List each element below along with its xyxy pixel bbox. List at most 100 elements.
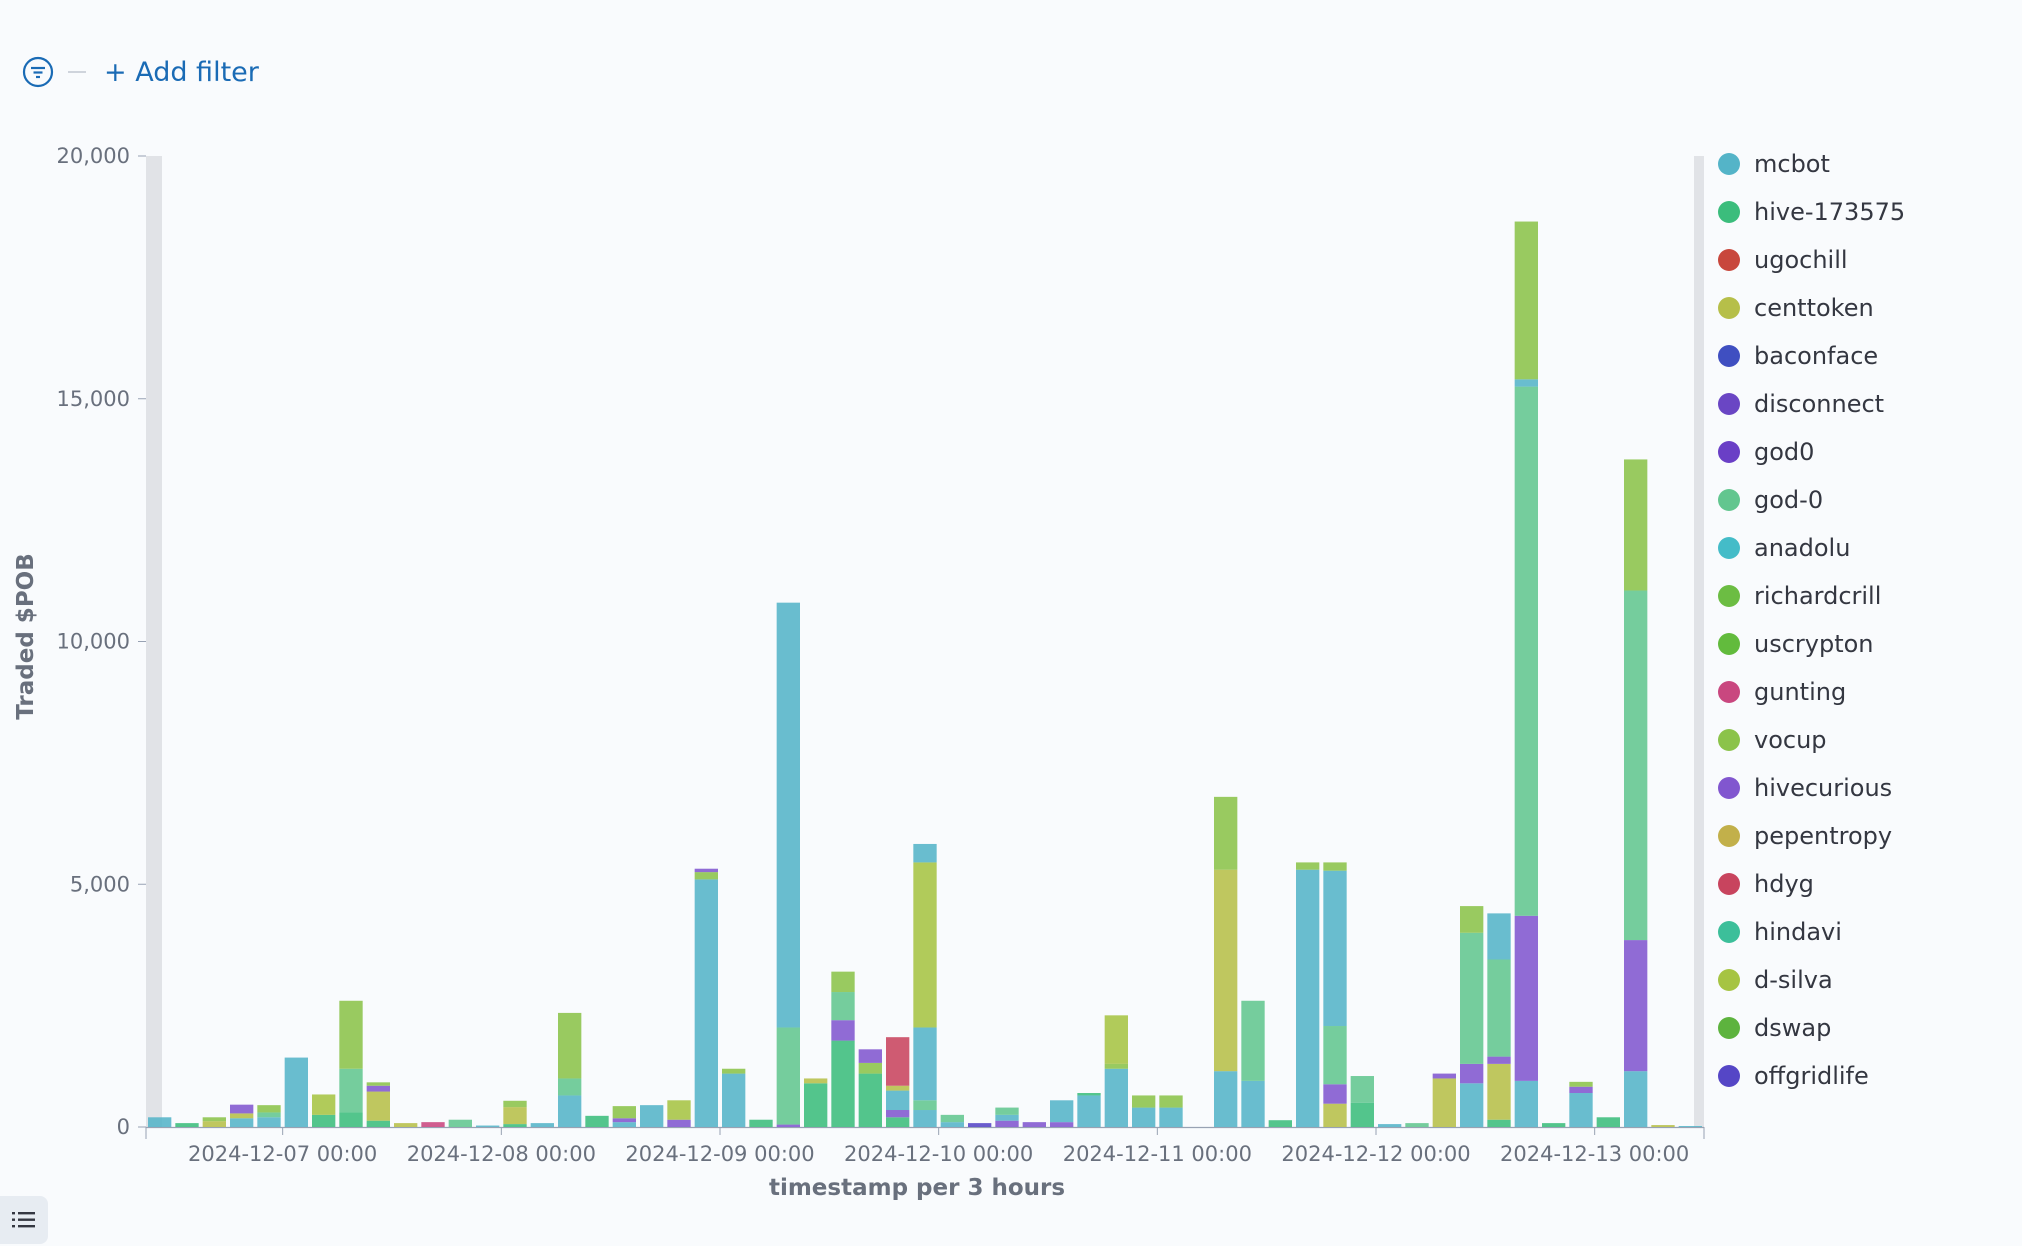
- bar-segment-vocup: [1323, 862, 1347, 871]
- bar-segment-vocup: [558, 1012, 582, 1079]
- bar-segment-vocup: [202, 1117, 226, 1122]
- legend-label: pepentropy: [1754, 822, 1893, 850]
- bar-segment-mcbot: [1132, 1107, 1156, 1127]
- bar-segment-vocup: [694, 872, 718, 880]
- legend-item-god0[interactable]: god0: [1718, 428, 2008, 476]
- bar-segment-mcbot: [1487, 913, 1511, 960]
- bar-segment-vocup: [722, 1068, 746, 1074]
- bar-segment-hivecurious: [831, 1020, 855, 1041]
- legend-label: richardcrill: [1754, 582, 1882, 610]
- legend-item-gunting[interactable]: gunting: [1718, 668, 2008, 716]
- bar-segment-offgridlife: [968, 1123, 992, 1127]
- bar-segment-mcbot: [1514, 379, 1538, 387]
- bar-segment-hivecurious: [366, 1085, 390, 1092]
- bar-segment-mcbot: [284, 1057, 308, 1127]
- y-tick-label: 10,000: [57, 630, 130, 654]
- bar-segment-vocup: [503, 1100, 527, 1108]
- bar-segment-d-silva: [667, 1100, 691, 1120]
- legend-item-hivecurious[interactable]: hivecurious: [1718, 764, 2008, 812]
- legend-item-ugochill[interactable]: ugochill: [1718, 236, 2008, 284]
- x-tick-label: 2024-12-10 00:00: [844, 1142, 1033, 1166]
- bar-segment-hive-173575: [339, 1112, 363, 1127]
- filter-icon[interactable]: [22, 56, 54, 88]
- right-axis-band: [1694, 156, 1704, 1127]
- bar-segment-god-0: [257, 1112, 281, 1118]
- bar-segment-centtoken: [230, 1113, 254, 1119]
- bar-segment-god-0: [1241, 1000, 1265, 1081]
- legend-item-hive-173575[interactable]: hive-173575: [1718, 188, 2008, 236]
- bar-segment-hivecurious: [1569, 1086, 1593, 1094]
- bar-segment-hive-173575: [312, 1114, 336, 1127]
- bar-segment-hivecurious: [612, 1118, 636, 1123]
- bar-segment-d-silva: [913, 862, 937, 1028]
- bar-segment-hive-173575: [858, 1073, 882, 1127]
- bar-segment-centtoken: [503, 1107, 527, 1125]
- legend-item-dswap[interactable]: dswap: [1718, 1004, 2008, 1052]
- bar-segment-god-0: [913, 1100, 937, 1111]
- bar-segment-vocup: [366, 1082, 390, 1086]
- y-tick-label: 0: [117, 1115, 130, 1139]
- bar-segment-mcbot: [886, 1090, 910, 1111]
- bar-segment-hivecurious: [1514, 915, 1538, 1081]
- bar-segment-vocup: [1296, 862, 1320, 870]
- legend-label: anadolu: [1754, 534, 1851, 562]
- bar-segment-hivecurious: [1022, 1122, 1046, 1127]
- y-tick-label: 15,000: [57, 387, 130, 411]
- legend-item-offgridlife[interactable]: offgridlife: [1718, 1052, 2008, 1100]
- bar-segment-hive-173575: [503, 1124, 527, 1127]
- legend-label: gunting: [1754, 678, 1847, 706]
- legend-item-richardcrill[interactable]: richardcrill: [1718, 572, 2008, 620]
- legend-item-centtoken[interactable]: centtoken: [1718, 284, 2008, 332]
- legend-item-baconface[interactable]: baconface: [1718, 332, 2008, 380]
- bar-segment-hivecurious: [1050, 1122, 1074, 1127]
- legend-label: mcbot: [1754, 150, 1830, 178]
- bar-segment-hivecurious: [694, 868, 718, 873]
- legend-item-uscrypton[interactable]: uscrypton: [1718, 620, 2008, 668]
- bar-segment-hive-173575: [366, 1120, 390, 1127]
- legend-item-disconnect[interactable]: disconnect: [1718, 380, 2008, 428]
- x-tick-label: 2024-12-12 00:00: [1281, 1142, 1470, 1166]
- bar-segment-god-0: [1323, 1026, 1347, 1085]
- bar-segment-vocup: [1159, 1095, 1183, 1108]
- legend-item-d-silva[interactable]: d-silva: [1718, 956, 2008, 1004]
- legend-swatch: [1718, 777, 1740, 799]
- bar-segment-vocup: [1104, 1063, 1128, 1069]
- legend-swatch: [1718, 297, 1740, 319]
- bar-segment-centtoken: [1432, 1078, 1456, 1127]
- legend-toggle-button[interactable]: [0, 1196, 48, 1244]
- legend-swatch: [1718, 921, 1740, 943]
- bar-segment-mcbot: [1378, 1124, 1402, 1127]
- bar-segment-hivecurious: [1624, 940, 1648, 1072]
- bar-segment-mcbot: [476, 1125, 500, 1127]
- bar-segment-hive-173575: [749, 1119, 773, 1127]
- legend-item-anadolu[interactable]: anadolu: [1718, 524, 2008, 572]
- bar-segment-mcbot: [1214, 1071, 1238, 1127]
- bar-segment-mcbot: [913, 1110, 937, 1127]
- legend-label: god-0: [1754, 486, 1824, 514]
- bar-segment-vocup: [858, 1062, 882, 1074]
- legend-item-hdyg[interactable]: hdyg: [1718, 860, 2008, 908]
- legend-item-vocup[interactable]: vocup: [1718, 716, 2008, 764]
- legend-swatch: [1718, 969, 1740, 991]
- bar-segment-god-0: [1514, 386, 1538, 916]
- bar-segment-mcbot: [1460, 1083, 1484, 1127]
- bar-segment-hive-173575: [804, 1083, 828, 1127]
- bar-segment-mcbot: [1514, 1080, 1538, 1127]
- legend-item-pepentropy[interactable]: pepentropy: [1718, 812, 2008, 860]
- add-filter-button[interactable]: + Add filter: [104, 56, 259, 88]
- bar-segment-centtoken: [1214, 869, 1238, 1072]
- legend-item-god-0[interactable]: god-0: [1718, 476, 2008, 524]
- legend-item-mcbot[interactable]: mcbot: [1718, 140, 2008, 188]
- bar-segment-hive-173575: [1268, 1120, 1292, 1127]
- bar-segment-god-0: [558, 1078, 582, 1096]
- legend-label: hdyg: [1754, 870, 1814, 898]
- legend-label: offgridlife: [1754, 1062, 1869, 1090]
- legend-label: god0: [1754, 438, 1815, 466]
- bar-segment-hivecurious: [1432, 1073, 1456, 1079]
- legend-label: ugochill: [1754, 246, 1848, 274]
- legend-swatch: [1718, 345, 1740, 367]
- legend-item-hindavi[interactable]: hindavi: [1718, 908, 2008, 956]
- bar-segment-vocup: [1214, 796, 1238, 870]
- legend-label: d-silva: [1754, 966, 1833, 994]
- bar-segment-god-0: [776, 1027, 800, 1125]
